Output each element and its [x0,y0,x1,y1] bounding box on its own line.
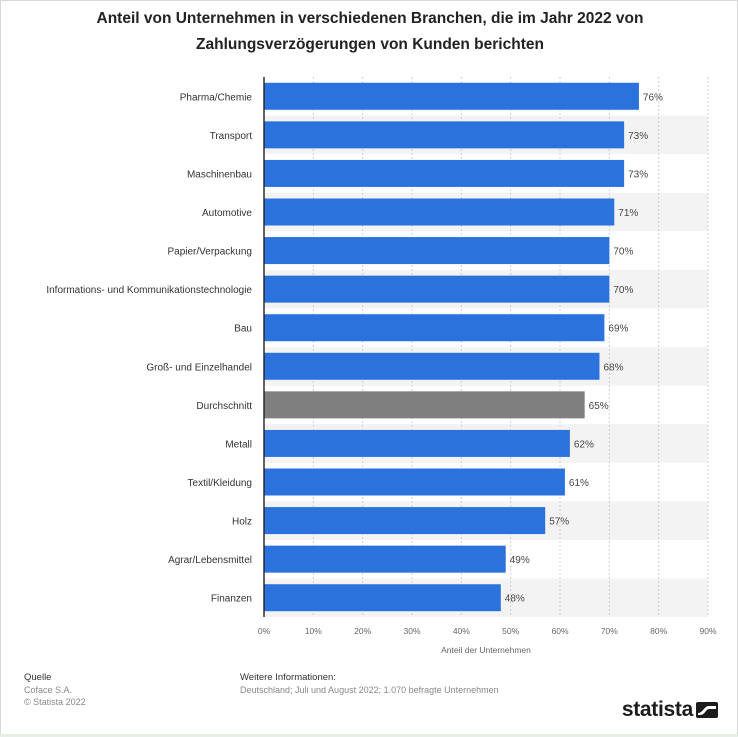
x-tick-label: 20% [354,626,371,636]
bar [264,507,546,535]
statista-logo[interactable]: statista [622,698,718,722]
x-tick-label: 60% [551,626,568,636]
info-text: Deutschland; Juli und August 2022; 1.070… [240,685,499,695]
category-label: Groß- und Einzelhandel [146,362,252,373]
logo-text: statista [621,698,693,721]
category-label: Papier/Verpackung [167,247,252,258]
value-label: 62% [574,439,594,450]
bar [264,391,585,419]
bar [264,121,625,149]
source-line-2: © Statista 2022 [24,697,86,707]
category-label: Metall [225,439,252,450]
source-line-1: Coface S.A. [24,685,73,695]
info-heading: Weitere Informationen: [240,672,336,683]
category-label: Transport [210,131,253,142]
category-label: Informations- und Kommunikationstechnolo… [46,285,252,296]
bar [264,159,625,187]
bar [264,352,600,380]
value-label: 61% [569,478,589,489]
bar [264,545,506,573]
bar [264,314,605,342]
info-block: Weitere Informationen: Deutschland; Juli… [240,672,499,696]
x-tick-label: 40% [453,626,470,636]
value-label: 70% [613,285,633,296]
value-label: 69% [608,324,628,335]
value-label: 73% [628,131,648,142]
bar [264,584,501,612]
bar [264,237,610,265]
value-label: 49% [510,555,530,566]
x-tick-label: 90% [699,626,716,636]
x-axis-label: Anteil der Unternehmen [441,645,531,655]
x-tick-label: 50% [502,626,519,636]
category-label: Agrar/Lebensmittel [168,555,252,566]
value-label: 68% [603,362,623,373]
value-label: 73% [628,169,648,180]
x-tick-label: 80% [650,626,667,636]
category-label: Bau [234,324,252,335]
category-label: Holz [232,517,252,528]
source-heading: Quelle [24,672,52,683]
source-block: Quelle Coface S.A. © Statista 2022 [24,672,86,708]
value-label: 57% [549,517,569,528]
x-tick-label: 30% [403,626,420,636]
value-label: 70% [613,247,633,258]
value-label: 71% [618,208,638,219]
value-label: 76% [643,92,663,103]
category-label: Durchschnitt [196,401,252,412]
x-tick-label: 0% [258,626,271,636]
x-tick-label: 70% [601,626,618,636]
x-tick-label: 10% [305,626,322,636]
bar [264,429,570,457]
category-label: Textil/Kleidung [188,478,252,489]
bar [264,198,615,226]
bottom-strip [0,734,738,737]
bar [264,82,639,110]
bar [264,275,610,303]
category-label: Finanzen [211,594,252,605]
chart-title: Anteil von Unternehmen in verschiedenen … [96,10,644,53]
value-label: 65% [589,401,609,412]
category-label: Pharma/Chemie [180,92,253,103]
category-label: Automotive [202,208,252,219]
category-label: Maschinenbau [187,169,252,180]
value-label: 48% [505,594,525,605]
bar [264,468,565,496]
statista-wave-icon [696,702,718,718]
